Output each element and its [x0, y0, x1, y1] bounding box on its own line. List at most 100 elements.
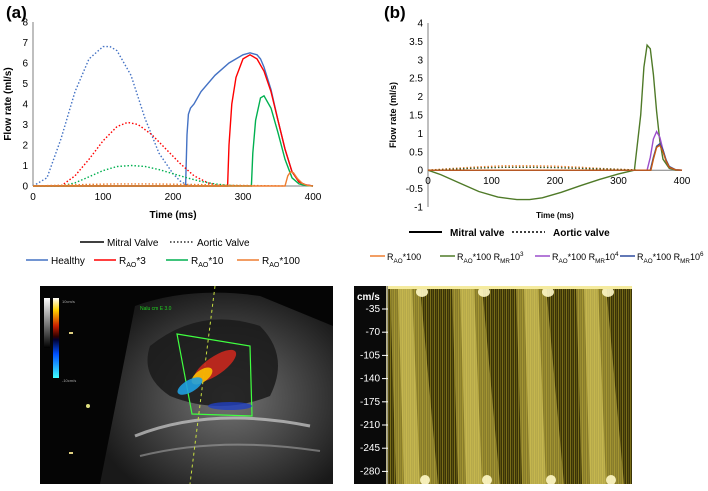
color-scale-top-label: 10cm/s — [62, 299, 75, 304]
x-tick-label: 200 — [165, 192, 182, 203]
doppler-envelope-core — [460, 286, 482, 484]
doppler-envelope — [452, 286, 500, 484]
doppler-envelope-core — [398, 286, 420, 484]
y-tick-label: 4 — [417, 19, 423, 30]
chart-a: 0 1 2 3 4 5 6 7 8 0 100 200 300 400 Flow rate (ml/s) Ti… — [3, 18, 322, 270]
doppler-tick-label: -245 — [360, 443, 380, 454]
y-tick-label: 8 — [22, 18, 28, 29]
doppler-envelope — [390, 286, 438, 484]
y-tick-label: 2 — [417, 92, 423, 103]
legend-label: RAO*100 RMR104 — [552, 251, 619, 265]
doppler-tick-label: -280 — [360, 466, 380, 477]
spectral-doppler-image: cm/s-35 -70 -105 -140 -175 -210 -245 -280 — [354, 286, 632, 484]
panel-a-label: (a) — [6, 3, 27, 22]
y-tick-label: -0.5 — [406, 184, 424, 195]
y-tick-label: 0 — [417, 166, 423, 177]
series-line-mitral — [428, 144, 683, 171]
legend-label: Mitral valve — [450, 228, 505, 239]
legend-label: RAO*100 RMR103 — [457, 251, 524, 265]
legend-label: RAO*100 — [262, 256, 300, 269]
x-tick-label: 300 — [235, 192, 252, 203]
series-line-mitral — [33, 170, 314, 187]
doppler-waveforms — [388, 286, 632, 484]
legend-label: RAO*3 — [119, 256, 146, 269]
ultrasound-wall — [134, 416, 311, 438]
y-tick-label: 3.5 — [409, 37, 423, 48]
panel-b-label: (b) — [384, 3, 406, 22]
doppler-tick-label: -210 — [360, 420, 380, 431]
greyscale-bar — [44, 298, 50, 348]
y-tick-label: 1 — [22, 161, 28, 172]
y-axis-title: Flow rate (ml/s) — [388, 82, 398, 148]
nyquist-label: Nalu cm E 3.0 — [140, 306, 172, 312]
doppler-peak — [542, 287, 554, 297]
legend-label: Mitral Valve — [107, 238, 159, 249]
doppler-peak — [602, 287, 614, 297]
color-scale-bar — [53, 298, 59, 378]
color-doppler-ultrasound-image: 10cm/s -10cm/s Nalu cm E 3.0 — [40, 286, 333, 484]
doppler-peak — [546, 475, 556, 484]
series-line-aortic — [33, 121, 226, 187]
doppler-tick-label: -35 — [366, 304, 381, 315]
legend-label: RAO*100 — [387, 252, 421, 265]
depth-marker — [69, 452, 73, 454]
doppler-baseline — [388, 286, 632, 289]
x-axis-title: Time (ms) — [149, 210, 196, 221]
x-tick-label: 300 — [610, 176, 627, 187]
legend-label: RAO*100 RMR106 — [637, 251, 704, 265]
y-tick-label: 1.5 — [409, 111, 423, 122]
doppler-envelope — [516, 286, 564, 484]
doppler-peak — [416, 287, 428, 297]
x-tick-label: 400 — [674, 176, 691, 187]
y-axis-title: Flow rate (ml/s) — [3, 67, 14, 140]
doppler-tick-label: -175 — [360, 397, 380, 408]
doppler-envelope — [576, 286, 624, 484]
series-line-mitral — [428, 130, 683, 171]
legend-label: Healthy — [51, 256, 85, 267]
ultrasound-wall-2 — [139, 443, 321, 457]
color-flow-cyan — [177, 377, 203, 395]
doppler-peak — [420, 475, 430, 484]
series-line-aortic — [32, 45, 195, 187]
y-tick-label: 5 — [22, 79, 28, 90]
legend-label: Aortic Valve — [197, 238, 250, 249]
x-axis-title: Time (ms) — [536, 211, 574, 220]
color-scale-bottom-label: -10cm/s — [62, 378, 76, 383]
y-tick-label: 2 — [22, 141, 28, 152]
x-tick-label: 0 — [30, 192, 36, 203]
doppler-tick-label: -105 — [360, 350, 380, 361]
focus-marker — [86, 404, 90, 408]
y-tick-label: 3 — [417, 55, 423, 66]
doppler-envelope-core — [524, 286, 546, 484]
y-tick-label: 2.5 — [409, 74, 423, 85]
y-tick-label: 0 — [22, 182, 28, 193]
doppler-peak — [478, 287, 490, 297]
y-tick-label: 1 — [417, 129, 423, 140]
depth-marker — [69, 332, 73, 334]
y-tick-label: 3 — [22, 120, 28, 131]
chart-b: -1-0.500.511.522.533.540 100 200 300 400Flow… — [388, 19, 691, 240]
y-tick-label: 6 — [22, 59, 28, 70]
legend-label: RAO*10 — [191, 256, 224, 269]
y-tick-label: 7 — [22, 38, 28, 49]
doppler-axis: cm/s-35 -70 -105 -140 -175 -210 -245 -280 — [357, 286, 388, 484]
y-tick-label: 0.5 — [409, 147, 423, 158]
doppler-tick-label: -70 — [366, 327, 381, 338]
series-line-mitral — [33, 52, 314, 187]
doppler-peak — [606, 475, 616, 484]
y-tick-label: 4 — [22, 100, 28, 111]
doppler-peak — [482, 475, 492, 484]
series-line-mitral — [33, 94, 314, 187]
x-tick-label: 400 — [305, 192, 322, 203]
doppler-tick-label: -140 — [360, 374, 380, 385]
chart-b-series-legend: RAO*100 RAO*100 RMR103 RAO*100 RMR104 RAO*1… — [370, 251, 704, 265]
y-tick-label: -1 — [414, 203, 423, 214]
legend-label: Aortic valve — [553, 228, 610, 239]
series-line-aortic — [33, 164, 252, 187]
x-tick-label: 0 — [425, 176, 431, 187]
x-tick-label: 200 — [547, 176, 564, 187]
color-flow-blue — [208, 402, 252, 410]
x-tick-label: 100 — [95, 192, 112, 203]
doppler-envelope-core — [584, 286, 606, 484]
x-tick-label: 100 — [483, 176, 500, 187]
